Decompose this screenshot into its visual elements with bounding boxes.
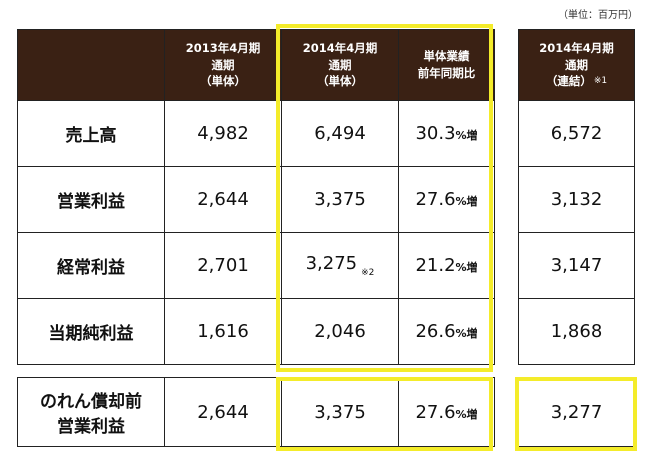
cell-yoy: 21.2%増 <box>398 232 495 299</box>
cell-fy2013: 1,616 <box>164 298 282 365</box>
header-blank-cell <box>17 29 165 101</box>
cell-fy2013: 4,982 <box>164 100 282 167</box>
row-label: 売上高 <box>17 100 165 167</box>
header-yoy-line2: 前年同期比 <box>417 66 476 80</box>
header-yoy-line1: 単体業績 <box>423 49 470 64</box>
consolidated-row-ordinary-income: 3,147 <box>518 232 635 299</box>
consolidated-row-pre-goodwill: 3,277 <box>518 377 635 447</box>
header-fy2014-line2: 通期 <box>328 57 352 72</box>
row-label: 営業利益 <box>17 166 165 233</box>
header-consolidated-line3: （連結） ※1 <box>519 73 634 90</box>
pct-suffix: %増 <box>455 407 478 421</box>
header-consolidated-line2: 通期 <box>565 57 588 72</box>
cell-fy2014: 3,375 <box>281 166 399 233</box>
table-row-net-income: 当期純利益 1,616 2,046 26.6%増 <box>17 298 495 365</box>
pct-value: 21.2 <box>415 255 456 276</box>
cell-fy2014: 3,375 <box>281 377 399 447</box>
header-fy2014-line3: （単体） <box>317 74 363 89</box>
cell-yoy: 27.6%増 <box>398 377 495 447</box>
header-consolidated-line1: 2014年4月期 <box>539 40 614 55</box>
results-table: 2013年4月期 通期 （単体） 2014年4月期 通期 （単体） 単体業績 前… <box>17 29 495 365</box>
header-row: 2013年4月期 通期 （単体） 2014年4月期 通期 （単体） 単体業績 前… <box>17 29 495 101</box>
cell-fy2013: 2,644 <box>164 166 282 233</box>
cell-consolidated: 3,277 <box>518 377 635 447</box>
cell-yoy: 26.6%増 <box>398 298 495 365</box>
cell-fy2013: 2,701 <box>164 232 282 299</box>
cell-consolidated: 3,147 <box>518 232 635 299</box>
row-label-line1: のれん償却前 <box>40 392 142 412</box>
header-fy2013: 2013年4月期 通期 （単体） <box>164 29 282 101</box>
cell-fy2014: 2,046 <box>281 298 399 365</box>
header-yoy: 単体業績 前年同期比 <box>398 29 495 101</box>
row-label: 経常利益 <box>17 232 165 299</box>
table-row-sales: 売上高 4,982 6,494 30.3%増 <box>17 100 495 167</box>
unit-note: （単位：百万円） <box>558 10 638 21</box>
pct-value: 27.6 <box>415 189 456 210</box>
cell-consolidated: 6,572 <box>518 100 635 167</box>
pct-suffix: %増 <box>455 129 478 142</box>
cell-yoy: 27.6%増 <box>398 166 495 233</box>
footnote-mark: ※1 <box>593 76 608 87</box>
header-fy2013-line2: 通期 <box>211 57 235 72</box>
header-fy2013-line1: 2013年4月期 <box>185 40 261 55</box>
row-label: 当期純利益 <box>17 298 165 365</box>
row-label: のれん償却前 営業利益 <box>17 377 165 447</box>
table-row-ordinary-income: 経常利益 2,701 3,275 ※2 21.2%増 <box>17 232 495 299</box>
consolidated-row-operating-income: 3,132 <box>518 166 635 233</box>
goodwill-table: のれん償却前 営業利益 2,644 3,375 27.6%増 <box>17 377 495 447</box>
header-fy2013-line3: （単体） <box>200 74 246 89</box>
header-consolidated-label: （連結） <box>545 74 592 89</box>
cell-fy2014: 3,275 ※2 <box>281 232 399 299</box>
consolidated-row-sales: 6,572 <box>518 100 635 167</box>
consolidated-row-net-income: 1,868 <box>518 298 635 365</box>
cell-consolidated: 3,132 <box>518 166 635 233</box>
pct-suffix: %増 <box>455 261 478 274</box>
cell-yoy: 30.3%増 <box>398 100 495 167</box>
cell-fy2013: 2,644 <box>164 377 282 447</box>
pct-value: 26.6 <box>415 321 456 342</box>
cell-consolidated: 1,868 <box>518 298 635 365</box>
header-consolidated: 2014年4月期 通期 （連結） ※1 <box>518 29 635 101</box>
header-fy2014-line1: 2014年4月期 <box>302 40 378 55</box>
pct-value: 27.6 <box>415 401 456 423</box>
pct-suffix: %増 <box>455 327 478 340</box>
table-row-operating-income: 営業利益 2,644 3,375 27.6%増 <box>17 166 495 233</box>
row-label-line2: 営業利益 <box>57 417 125 437</box>
header-fy2014: 2014年4月期 通期 （単体） <box>281 29 399 101</box>
pct-value: 30.3 <box>415 123 456 144</box>
consolidated-table: 2014年4月期 通期 （連結） ※1 6,572 3,132 3,147 1,8… <box>518 29 635 365</box>
cell-fy2014: 6,494 <box>281 100 399 167</box>
footnote-mark: ※2 <box>361 268 375 278</box>
cell-fy2014-value: 3,275 <box>305 253 358 274</box>
goodwill-consolidated-table: 3,277 <box>518 377 635 447</box>
table-row-pre-goodwill-operating-income: のれん償却前 営業利益 2,644 3,375 27.6%増 <box>17 377 495 447</box>
consolidated-header-row: 2014年4月期 通期 （連結） ※1 <box>518 29 635 101</box>
pct-suffix: %増 <box>455 195 478 208</box>
